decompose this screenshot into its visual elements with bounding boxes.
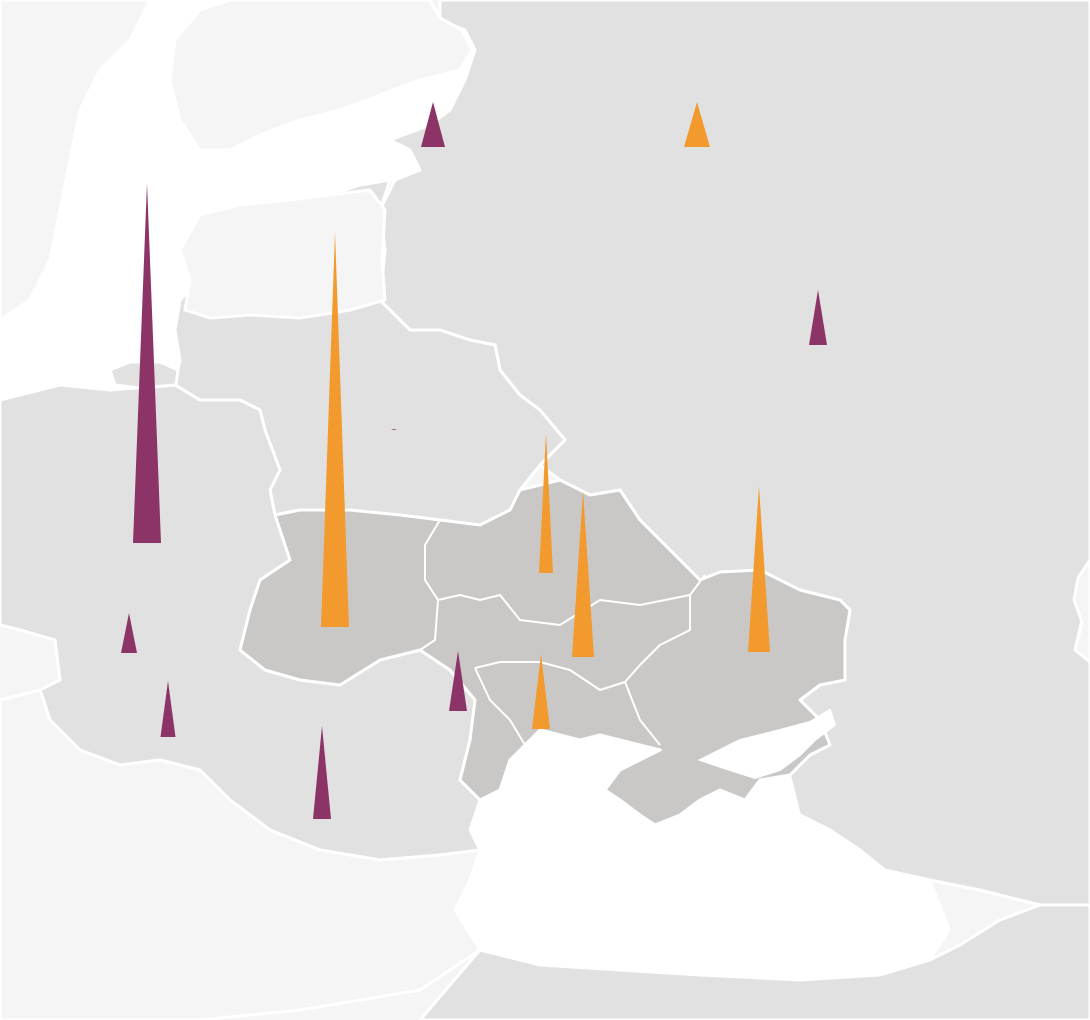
spike-belarus — [391, 429, 397, 430]
spike-moldova — [449, 651, 467, 711]
spike-ukraine-center-north — [539, 433, 553, 573]
ukraine-internal-borders — [419, 519, 706, 746]
finland-land — [168, 0, 474, 152]
caspian-edge — [1072, 558, 1090, 664]
spike-hungary — [160, 681, 176, 737]
spike-russia-north — [684, 102, 710, 147]
spike-poland — [133, 183, 161, 543]
spike-ukraine-east — [748, 486, 770, 652]
turkey-land — [418, 903, 1090, 1020]
spike-slovakia — [121, 613, 137, 653]
sea-of-azov — [697, 708, 837, 780]
spike-russia-east — [809, 290, 827, 345]
spike-russia-west — [421, 102, 445, 147]
spikes-layer — [121, 102, 827, 819]
spike-ukraine-west — [321, 232, 349, 627]
spike-ukraine-center — [572, 491, 594, 657]
spike-romania — [313, 726, 331, 819]
balkans-land — [0, 688, 482, 1020]
sweden-land — [0, 0, 152, 322]
spike-ukraine-south — [532, 654, 550, 729]
